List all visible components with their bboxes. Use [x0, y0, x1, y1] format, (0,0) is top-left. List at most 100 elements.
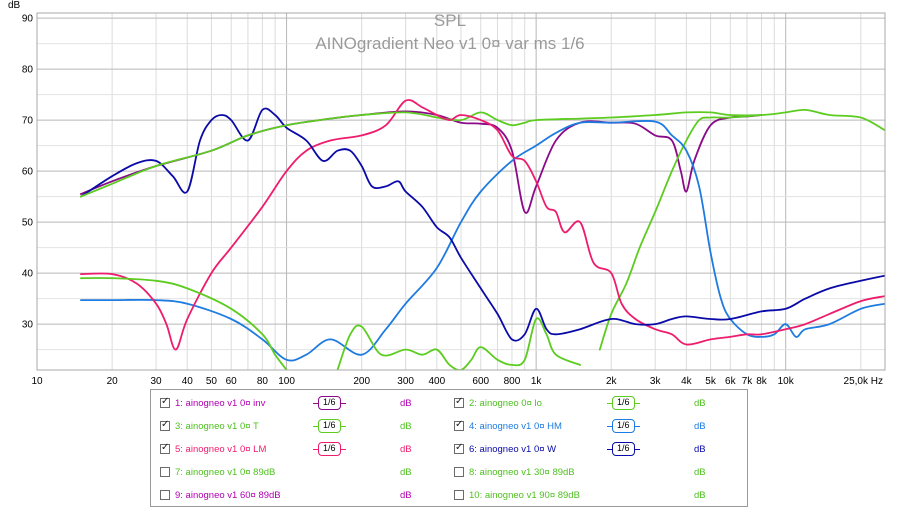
curves — [80, 99, 885, 370]
legend-label-10: 10: ainogneo v1 90¤ 89dB — [469, 489, 580, 501]
legend-smoothing-1[interactable]: 1/6 — [313, 394, 346, 412]
curve-series-3 — [598, 114, 763, 351]
legend-panel: 1: ainogneo v1 0¤ inv 1/6 dB 2: ainogneo 0¤… — [150, 389, 748, 507]
curve-series-7 — [80, 111, 438, 198]
legend-smoothing-label-6: 1/6 — [612, 442, 635, 456]
legend-smoothing-4[interactable]: 1/6 — [607, 417, 640, 435]
chart-grid — [37, 13, 885, 370]
y-tick-label-1: 40 — [22, 269, 34, 280]
x-tick-label-6: 80 — [257, 376, 269, 387]
chart-subtitle: AINOgradient Neo v1 0¤ var ms 1/6 — [315, 34, 584, 53]
curve-series-1 — [80, 110, 763, 214]
legend-checkbox-8[interactable] — [454, 467, 464, 477]
x-tick-label-5: 60 — [226, 376, 238, 387]
legend-unit-8: dB — [694, 466, 706, 478]
legend-checkbox-10[interactable] — [454, 490, 464, 500]
x-tick-label-14: 2k — [606, 376, 618, 387]
legend-label-5: 5: ainogneo v1 0¤ LM — [175, 443, 267, 455]
legend-smoothing-5[interactable]: 1/6 — [313, 440, 346, 458]
legend-item-3: 3: ainogneo v1 0¤ T — [160, 417, 259, 435]
legend-smoothing-label-1: 1/6 — [318, 396, 341, 410]
legend-item-2: 2: ainogneo 0¤ lo — [454, 394, 542, 412]
x-tick-label-19: 7k — [742, 376, 754, 387]
y-tick-label-5: 80 — [22, 65, 34, 76]
legend-unit-3: dB — [400, 420, 412, 432]
legend-unit-9: dB — [400, 489, 412, 501]
curve-series-6 — [80, 107, 885, 342]
y-axis-label: dB — [8, 0, 21, 11]
x-tick-label-8: 200 — [353, 376, 370, 387]
legend-checkbox-1[interactable] — [160, 396, 170, 408]
x-tick-label-11: 600 — [472, 376, 489, 387]
y-tick-label-4: 70 — [22, 116, 34, 127]
chart-title: SPL — [434, 11, 466, 30]
x-tick-label-7: 100 — [278, 376, 295, 387]
y-tick-label-3: 60 — [22, 167, 34, 178]
legend-checkbox-6[interactable] — [454, 442, 464, 454]
legend-item-9: 9: ainogneo v1 60¤ 89dB — [160, 486, 281, 504]
x-tick-label-1: 20 — [107, 376, 119, 387]
legend-item-7: 7: ainogneo v1 0¤ 89dB — [160, 463, 275, 481]
legend-smoothing-label-3: 1/6 — [318, 419, 341, 433]
y-tick-label-6: 90 — [22, 14, 34, 25]
legend-item-4: 4: ainogneo v1 0¤ HM — [454, 417, 562, 435]
spl-chart: 10 20 30 40 50 60 80 100 200 300 400 600 800 1k 2k 3k 4k… — [8, 0, 886, 387]
x-tick-label-13: 1k — [531, 376, 543, 387]
curve-series-4 — [80, 119, 885, 362]
legend-label-3: 3: ainogneo v1 0¤ T — [175, 420, 259, 432]
legend-label-4: 4: ainogneo v1 0¤ HM — [469, 420, 562, 432]
legend-label-6: 6: ainogneo v1 0¤ W — [469, 443, 557, 455]
plot-frame — [36, 12, 886, 371]
x-tick-label-18: 6k — [725, 376, 737, 387]
x-tick-label-0: 10 — [31, 376, 43, 387]
x-tick-label-3: 40 — [182, 376, 194, 387]
legend-label-9: 9: ainogneo v1 60¤ 89dB — [175, 489, 281, 501]
x-tick-label-16: 4k — [681, 376, 693, 387]
legend-checkbox-4[interactable] — [454, 419, 464, 431]
x-tick-label-12: 800 — [504, 376, 521, 387]
legend-smoothing-6[interactable]: 1/6 — [607, 440, 640, 458]
legend-smoothing-2[interactable]: 1/6 — [607, 394, 640, 412]
y-tick-label-0: 30 — [22, 320, 34, 331]
curve-series-2 — [435, 108, 885, 132]
legend-checkbox-9[interactable] — [160, 490, 170, 500]
x-tick-label-22: 25,0k Hz — [844, 376, 883, 387]
legend-smoothing-label-2: 1/6 — [612, 396, 635, 410]
legend-item-6: 6: ainogneo v1 0¤ W — [454, 440, 556, 458]
legend-unit-4: dB — [694, 420, 706, 432]
y-tick-label-2: 50 — [22, 218, 34, 229]
legend-unit-6: dB — [694, 443, 706, 455]
legend-label-1: 1: ainogneo v1 0¤ inv — [175, 397, 266, 409]
legend-unit-10: dB — [694, 489, 706, 501]
legend-label-2: 2: ainogneo 0¤ lo — [469, 397, 542, 409]
legend-unit-7: dB — [400, 466, 412, 478]
legend-smoothing-label-5: 1/6 — [318, 442, 341, 456]
legend-checkbox-7[interactable] — [160, 467, 170, 477]
legend-unit-5: dB — [400, 443, 412, 455]
legend-checkbox-2[interactable] — [454, 396, 464, 408]
legend-smoothing-label-4: 1/6 — [612, 419, 635, 433]
x-tick-label-9: 300 — [397, 376, 414, 387]
x-tick-label-17: 5k — [705, 376, 717, 387]
x-tick-label-10: 400 — [428, 376, 445, 387]
legend-unit-1: dB — [400, 397, 412, 409]
curve-series-8 — [80, 277, 288, 370]
legend-checkbox-3[interactable] — [160, 419, 170, 431]
x-tick-label-20: 8k — [756, 376, 768, 387]
x-tick-label-15: 3k — [650, 376, 662, 387]
legend-smoothing-3[interactable]: 1/6 — [313, 417, 346, 435]
curve-series-9 — [336, 317, 581, 370]
legend-label-7: 7: ainogneo v1 0¤ 89dB — [175, 466, 276, 478]
legend-item-10: 10: ainogneo v1 90¤ 89dB — [454, 486, 580, 504]
curve-series-5 — [80, 99, 885, 351]
x-tick-label-2: 30 — [151, 376, 163, 387]
legend-checkbox-5[interactable] — [160, 442, 170, 454]
legend-item-8: 8: ainogneo v1 30¤ 89dB — [454, 463, 575, 481]
legend-item-1: 1: ainogneo v1 0¤ inv — [160, 394, 265, 412]
x-tick-label-21: 10k — [778, 376, 795, 387]
legend-unit-2: dB — [694, 397, 706, 409]
x-tick-label-4: 50 — [206, 376, 218, 387]
axis-ticks: 10 20 30 40 50 60 80 100 200 300 400 600 800 1k 2k 3k 4k… — [22, 14, 883, 387]
legend-label-8: 8: ainogneo v1 30¤ 89dB — [469, 466, 575, 478]
legend-item-5: 5: ainogneo v1 0¤ LM — [160, 440, 266, 458]
